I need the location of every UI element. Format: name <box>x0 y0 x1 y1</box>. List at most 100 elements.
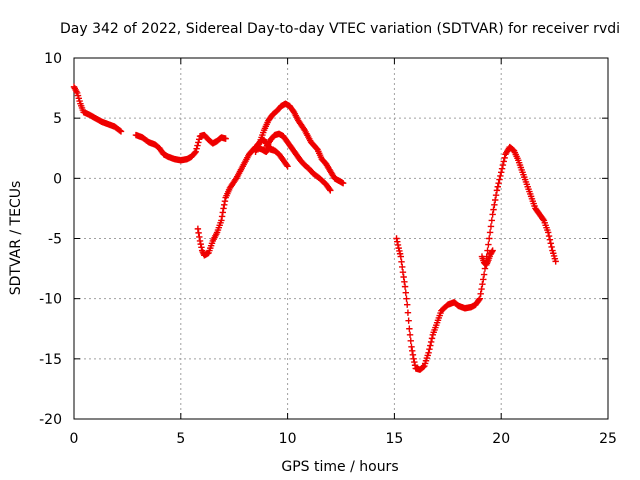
data-point-marker <box>477 290 484 298</box>
data-point-marker <box>195 229 202 237</box>
data-point-marker <box>545 232 553 240</box>
y-tick-label: -5 <box>48 232 62 248</box>
data-point-marker <box>427 342 434 349</box>
y-tick-label: 0 <box>53 171 62 187</box>
data-point-marker <box>539 216 547 223</box>
x-tick-label: 0 <box>70 431 79 447</box>
data-point-marker <box>496 176 503 183</box>
data-point-marker <box>394 238 401 245</box>
series-track-4 <box>252 100 347 187</box>
data-point-marker <box>196 233 203 241</box>
data-point-marker <box>327 187 334 194</box>
data-point-marker <box>486 229 494 236</box>
axis-ticks <box>73 57 609 420</box>
data-point-marker <box>426 346 433 353</box>
data-point-marker <box>219 209 227 216</box>
data-point-marker <box>220 205 227 212</box>
data-point-marker <box>191 149 199 157</box>
data-point-marker <box>490 206 497 213</box>
data-point-marker <box>198 244 205 251</box>
data-point-marker <box>403 295 410 302</box>
data-point-marker <box>401 283 409 290</box>
data-point-marker <box>480 271 488 278</box>
data-marks <box>70 83 559 373</box>
data-point-marker <box>117 128 125 135</box>
data-point-marker <box>406 331 414 338</box>
data-point-marker <box>193 145 200 152</box>
data-point-marker <box>402 289 409 296</box>
data-point-marker <box>196 237 204 245</box>
data-point-marker <box>218 217 225 224</box>
data-point-marker <box>488 248 496 255</box>
data-point-marker <box>411 358 418 366</box>
x-axis-label: GPS time / hours <box>281 459 398 475</box>
data-point-marker <box>197 240 204 248</box>
series-track-6 <box>254 136 291 170</box>
data-point-marker <box>547 240 554 247</box>
x-tick-label: 25 <box>599 431 617 447</box>
series-track-3 <box>194 143 274 259</box>
data-point-marker <box>427 338 435 346</box>
data-point-marker <box>407 337 414 344</box>
data-point-marker <box>498 165 506 172</box>
data-point-marker <box>393 235 400 242</box>
chart-title: Day 342 of 2022, Sidereal Day-to-day VTE… <box>60 21 620 37</box>
data-point-marker <box>398 258 405 265</box>
data-point-marker <box>399 263 406 271</box>
data-point-marker <box>425 349 432 357</box>
data-point-marker <box>480 276 487 283</box>
data-point-marker <box>492 191 500 199</box>
data-point-marker <box>404 309 412 316</box>
data-point-marker <box>409 347 416 355</box>
data-point-marker <box>401 278 408 286</box>
data-point-marker <box>428 335 436 342</box>
data-point-marker <box>409 351 417 359</box>
series-track-7 <box>393 143 559 373</box>
data-point-marker <box>546 236 554 243</box>
data-point-marker <box>195 136 203 143</box>
data-point-marker <box>487 223 495 230</box>
data-point-marker <box>420 363 427 370</box>
x-tick-label: 5 <box>176 431 185 447</box>
x-tick-label: 20 <box>492 431 510 447</box>
data-point-marker <box>495 179 502 187</box>
data-point-marker <box>394 241 402 249</box>
data-point-marker <box>221 197 229 205</box>
data-point-marker <box>221 201 228 209</box>
data-point-marker <box>195 139 202 146</box>
data-point-marker <box>411 362 419 369</box>
data-point-marker <box>494 183 501 190</box>
data-point-marker <box>489 247 496 254</box>
data-point-marker <box>192 148 199 156</box>
data-point-marker <box>493 187 501 194</box>
data-point-marker <box>486 235 493 242</box>
x-tick-label: 15 <box>385 431 403 447</box>
x-tick-label: 10 <box>279 431 297 447</box>
data-point-marker <box>410 355 417 363</box>
series-track-8 <box>478 247 496 269</box>
data-point-marker <box>501 154 508 162</box>
y-axis-label: SDTVAR / TECUs <box>8 181 24 296</box>
y-tick-label: 10 <box>44 51 62 67</box>
data-point-marker <box>218 213 226 220</box>
series-track-1 <box>70 83 125 135</box>
data-point-marker <box>283 161 290 169</box>
y-tick-label: -20 <box>39 412 62 428</box>
data-point-marker <box>397 253 405 260</box>
data-point-marker <box>492 196 499 204</box>
data-point-marker <box>194 225 202 233</box>
data-point-marker <box>284 163 291 170</box>
grid-lines <box>74 58 608 419</box>
data-point-marker <box>491 201 498 209</box>
data-point-marker <box>498 169 505 176</box>
y-tick-label: 5 <box>53 111 62 127</box>
data-point-marker <box>489 211 496 218</box>
data-point-marker <box>548 243 555 251</box>
series-track-2 <box>132 131 229 164</box>
data-point-marker <box>499 161 507 169</box>
data-point-marker <box>500 158 507 165</box>
data-point-marker <box>222 135 229 142</box>
data-point-marker <box>478 285 485 293</box>
data-point-marker <box>194 142 201 149</box>
data-point-marker <box>544 229 552 236</box>
